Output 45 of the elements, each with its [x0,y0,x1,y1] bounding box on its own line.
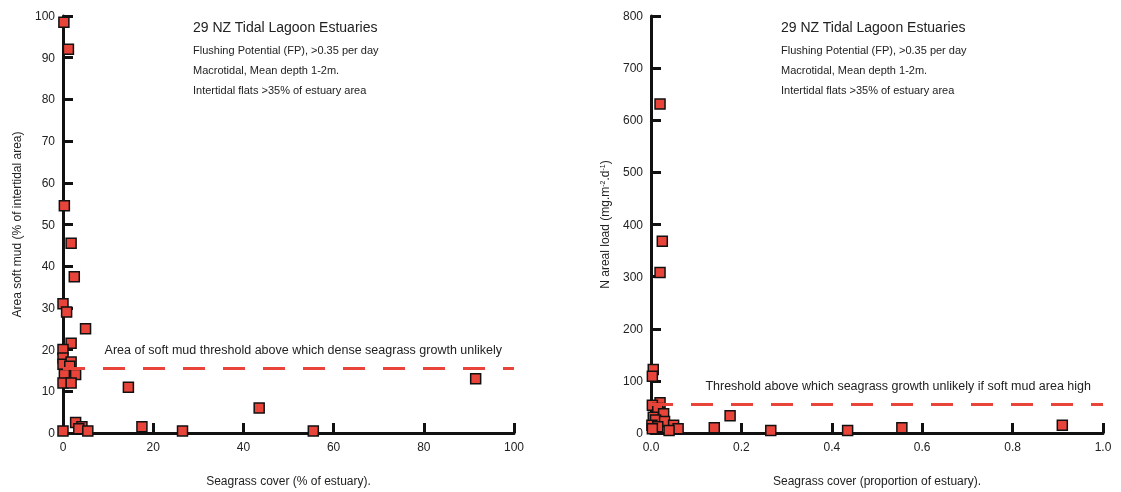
y-tick-label: 700 [622,61,644,76]
y-tick-label: 600 [622,113,644,128]
x-tick-label: 40 [236,440,251,454]
annotation: Flushing Potential (FP), >0.35 per day [193,43,380,56]
annotation: Intertidal flats >35% of estuary area [193,83,368,96]
y-tick-label: 40 [41,259,56,274]
y-tick-label: 60 [41,175,56,190]
y-tick-label: 0 [636,426,644,440]
ref-line-label: Threshold above which seagrass growth unlikely if soft mud area high [705,378,1092,393]
y-tick-label: 90 [41,50,56,65]
y-tick-label: 100 [34,9,56,23]
annotation: Intertidal flats >35% of estuary area [781,83,956,96]
annotation: Macrotidal, Mean depth 1-2m. [193,63,340,76]
x-tick-label: 0 [59,440,67,454]
y-tick-label: 50 [41,217,56,232]
x-tick-label: 0.2 [733,440,751,454]
chart-title: 29 NZ Tidal Lagoon Estuaries [193,19,378,35]
chart-title: 29 NZ Tidal Lagoon Estuaries [781,19,966,35]
x-tick-label: 20 [146,440,161,454]
x-tick-label: 100 [503,440,525,454]
x-tick-label: 80 [417,440,431,454]
y-tick-label: 20 [41,342,56,357]
x-tick-label: 0.4 [823,440,841,454]
annotation: Flushing Potential (FP), >0.35 per day [781,43,968,56]
annotation: Macrotidal, Mean depth 1-2m. [781,63,928,76]
x-tick-label: 1.0 [1094,440,1112,454]
y-tick-label: 30 [41,300,56,315]
x-tick-label: 0.8 [1004,440,1022,454]
y-tick-label: 200 [622,321,644,336]
ref-line-label: Area of soft mud threshold above which dense seagrass growth unlikely [104,342,503,357]
y-tick-label: 400 [622,217,644,232]
x-tick-label: 60 [326,440,341,454]
y-tick-label: 800 [622,9,644,23]
x-axis-title: Seagrass cover (proportion of estuary). [772,474,982,488]
y-tick-label: 70 [41,134,56,149]
y-tick-label: 500 [622,165,644,180]
y-tick-label: 300 [622,269,644,284]
x-tick-label: 0.6 [913,440,931,454]
y-axis-title: Area soft mud (% of intertidal area) [10,131,24,318]
y-tick-label: 0 [48,426,56,440]
x-tick-label: 0.0 [642,440,660,454]
y-tick-label: 80 [41,92,56,107]
y-tick-label: 100 [622,373,644,388]
y-tick-label: 10 [41,384,56,399]
x-axis-title: Seagrass cover (% of estuary). [206,474,371,488]
